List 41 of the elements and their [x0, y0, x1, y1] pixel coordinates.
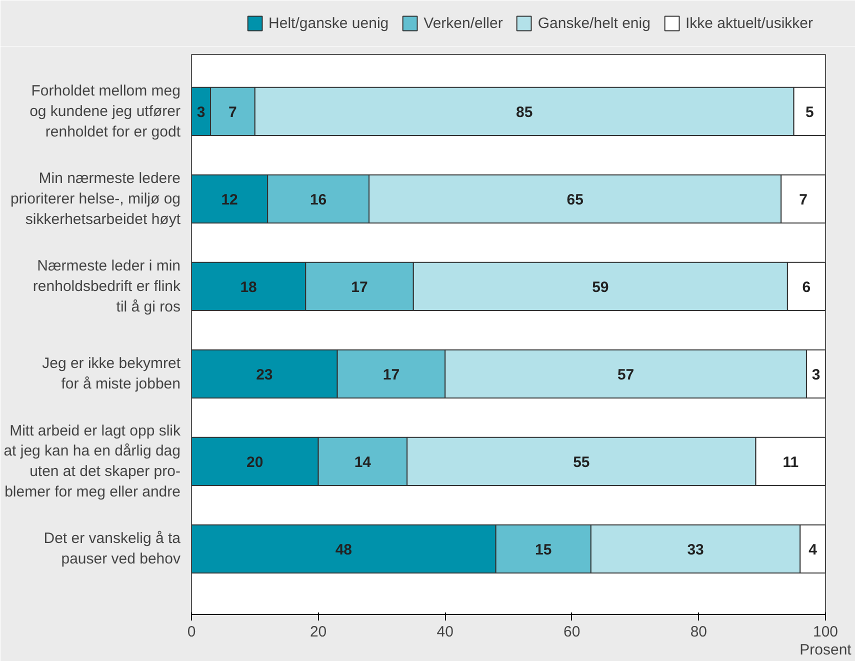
data-label: 55 — [573, 454, 590, 471]
data-label: 17 — [382, 366, 400, 384]
data-label: 33 — [687, 541, 704, 558]
x-tick-label: 20 — [310, 624, 327, 640]
data-label: 17 — [351, 278, 368, 296]
data-label: 15 — [535, 541, 552, 558]
legend-label: Ikke aktuelt/usikker — [685, 14, 813, 32]
x-tick-label: 60 — [564, 624, 580, 640]
x-axis-title: Prosent — [800, 642, 852, 658]
data-label: 48 — [335, 541, 352, 558]
y-tick-label: Min nærmeste ledere prioriterer helse-, miljø og sikkerhetsarbeidet høyt — [10, 170, 182, 228]
data-label: 3 — [812, 366, 820, 384]
legend-label: Verken/eller — [424, 14, 503, 32]
x-tick-label: 100 — [812, 624, 838, 640]
data-label: 18 — [240, 278, 257, 296]
data-label: 3 — [196, 104, 206, 121]
legend-label: Helt/ganske uenig — [268, 14, 389, 32]
data-label: 85 — [516, 104, 533, 121]
y-tick-label: Nærmeste leder i min renholdsbedrift er flink til å gi ros — [32, 257, 181, 316]
data-label: 16 — [310, 191, 327, 208]
data-label: 5 — [805, 104, 814, 121]
y-tick-label: Forholdet mellom meg og kundene jeg utfører renholdet for er godt — [30, 82, 182, 140]
data-label: 11 — [782, 454, 799, 471]
data-label: 6 — [802, 278, 811, 296]
data-label: 57 — [617, 366, 634, 384]
y-tick-label: Mitt arbeid er lagt opp slik at jeg kan ha en dårlig dag uten at det skaper pro- blemer for meg eller andre — [4, 422, 181, 500]
data-label: 7 — [799, 191, 808, 208]
y-tick-label: Det er vanskelig å ta pauser ved behov — [44, 530, 182, 568]
data-label: 12 — [221, 191, 238, 208]
data-label: 59 — [592, 278, 609, 296]
data-label: 65 — [566, 191, 584, 208]
data-label: 4 — [808, 541, 818, 558]
x-tick-label: 80 — [690, 624, 708, 640]
data-label: 23 — [256, 366, 273, 384]
y-tick-label: Jeg er ikke bekymret for å miste jobben — [42, 355, 182, 393]
data-label: 14 — [354, 454, 372, 471]
x-tick-label: 0 — [187, 624, 196, 640]
data-label: 7 — [228, 104, 237, 121]
x-tick-label: 40 — [436, 624, 454, 640]
legend-label: Ganske/helt enig — [538, 14, 650, 32]
data-label: 20 — [246, 454, 264, 471]
